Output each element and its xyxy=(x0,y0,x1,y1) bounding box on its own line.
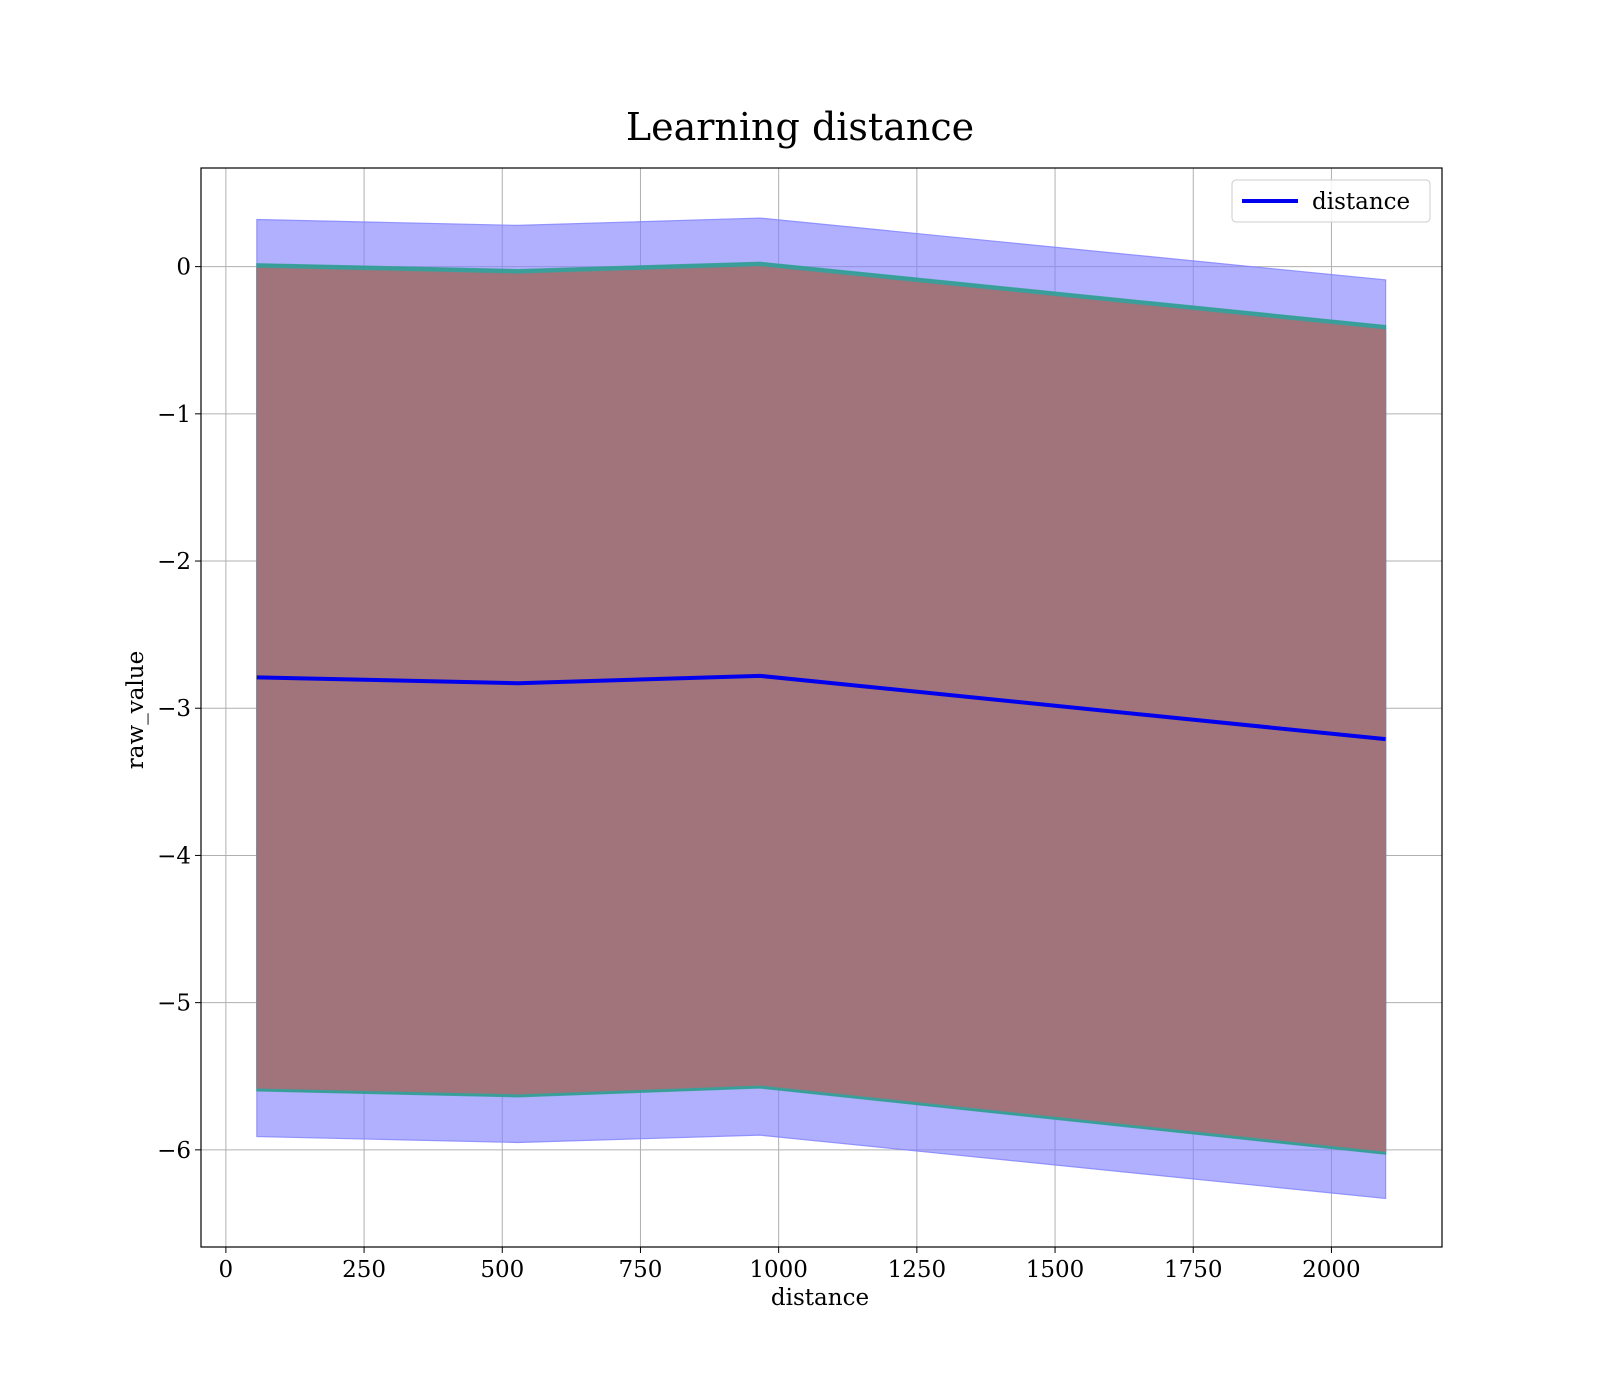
x-tick-label: 0 xyxy=(219,1257,234,1283)
x-tick-label: 1500 xyxy=(1026,1257,1085,1283)
legend: distance xyxy=(1231,179,1431,223)
x-tick-label: 1750 xyxy=(1164,1257,1223,1283)
x-tick-label: 750 xyxy=(619,1257,663,1283)
x-axis-label: distance xyxy=(771,1285,869,1311)
chart-title: Learning distance xyxy=(626,105,974,149)
y-tick-label: −2 xyxy=(157,549,191,575)
plot-frame xyxy=(200,167,1443,1248)
x-tick-label: 1000 xyxy=(749,1257,808,1283)
legend-label: distance xyxy=(1312,189,1410,215)
series-lines xyxy=(256,673,1386,742)
x-tick-label: 500 xyxy=(480,1257,524,1283)
x-tick-label: 250 xyxy=(342,1257,386,1283)
band-2 xyxy=(256,266,1387,1152)
x-tick-label: 1250 xyxy=(888,1257,947,1283)
axis-ticks: 0 250 500 750 1000 1250 1500 1750 2000 0 −1 −2 −3 −4 −… xyxy=(157,255,1361,1283)
series-line-distance xyxy=(256,673,1386,742)
y-tick-label: −6 xyxy=(157,1138,191,1164)
y-tick-label: −4 xyxy=(157,843,191,869)
y-tick-label: 0 xyxy=(176,255,191,281)
y-tick-label: −3 xyxy=(157,696,191,722)
y-tick-label: −5 xyxy=(157,991,191,1017)
y-axis-label: raw_value xyxy=(123,651,149,769)
y-tick-label: −1 xyxy=(157,402,191,428)
legend-box xyxy=(1231,179,1431,223)
x-tick-label: 2000 xyxy=(1302,1257,1361,1283)
confidence-bands xyxy=(256,217,1387,1200)
